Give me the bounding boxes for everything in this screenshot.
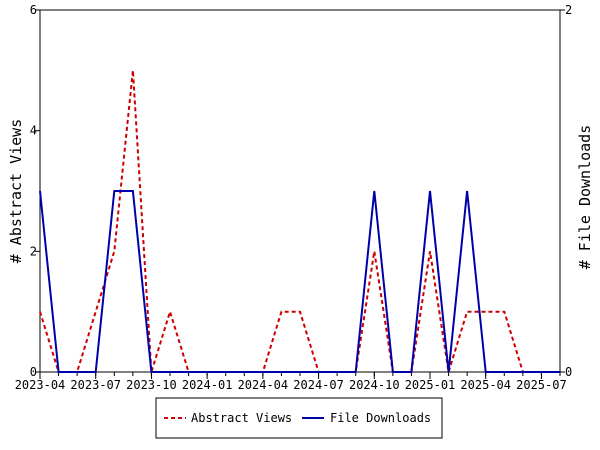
x-tick-label: 2024-10 bbox=[349, 378, 400, 392]
y-tick-label: 4 bbox=[30, 124, 37, 138]
y-tick-label: 6 bbox=[30, 3, 37, 17]
x-tick-label: 2024-07 bbox=[293, 378, 344, 392]
legend-box bbox=[155, 397, 443, 439]
legend-label-abstract-views: Abstract Views bbox=[191, 411, 292, 425]
series-line-file-downloads bbox=[39, 190, 560, 373]
y-tick-label: 0 bbox=[30, 365, 37, 379]
x-tick-label: 2024-04 bbox=[238, 378, 289, 392]
legend: Abstract Views File Downloads bbox=[155, 397, 443, 439]
x-tick-label: 2025-04 bbox=[460, 378, 511, 392]
x-tick-label: 2025-01 bbox=[405, 378, 456, 392]
x-tick-label: 2024-01 bbox=[182, 378, 233, 392]
axes: 0 2 4 6 0 2 2023-04 2023-07 2023-10 2024-01 2024-0… bbox=[15, 3, 573, 392]
series-line-abstract-views bbox=[39, 70, 560, 373]
y-tick-label: 2 bbox=[30, 244, 37, 258]
y2-tick-label: 0 bbox=[565, 365, 572, 379]
x-tick-label: 2023-10 bbox=[126, 378, 177, 392]
x-tick-label: 2025-07 bbox=[516, 378, 567, 392]
y2-tick-label: 2 bbox=[565, 3, 572, 17]
y2-axis-title: # File Downloads bbox=[576, 125, 594, 270]
series-layer bbox=[39, 70, 560, 373]
x-tick-label: 2023-04 bbox=[15, 378, 66, 392]
x-tick-label: 2023-07 bbox=[70, 378, 121, 392]
legend-label-file-downloads: File Downloads bbox=[330, 411, 431, 425]
y-axis-title: # Abstract Views bbox=[7, 119, 25, 264]
